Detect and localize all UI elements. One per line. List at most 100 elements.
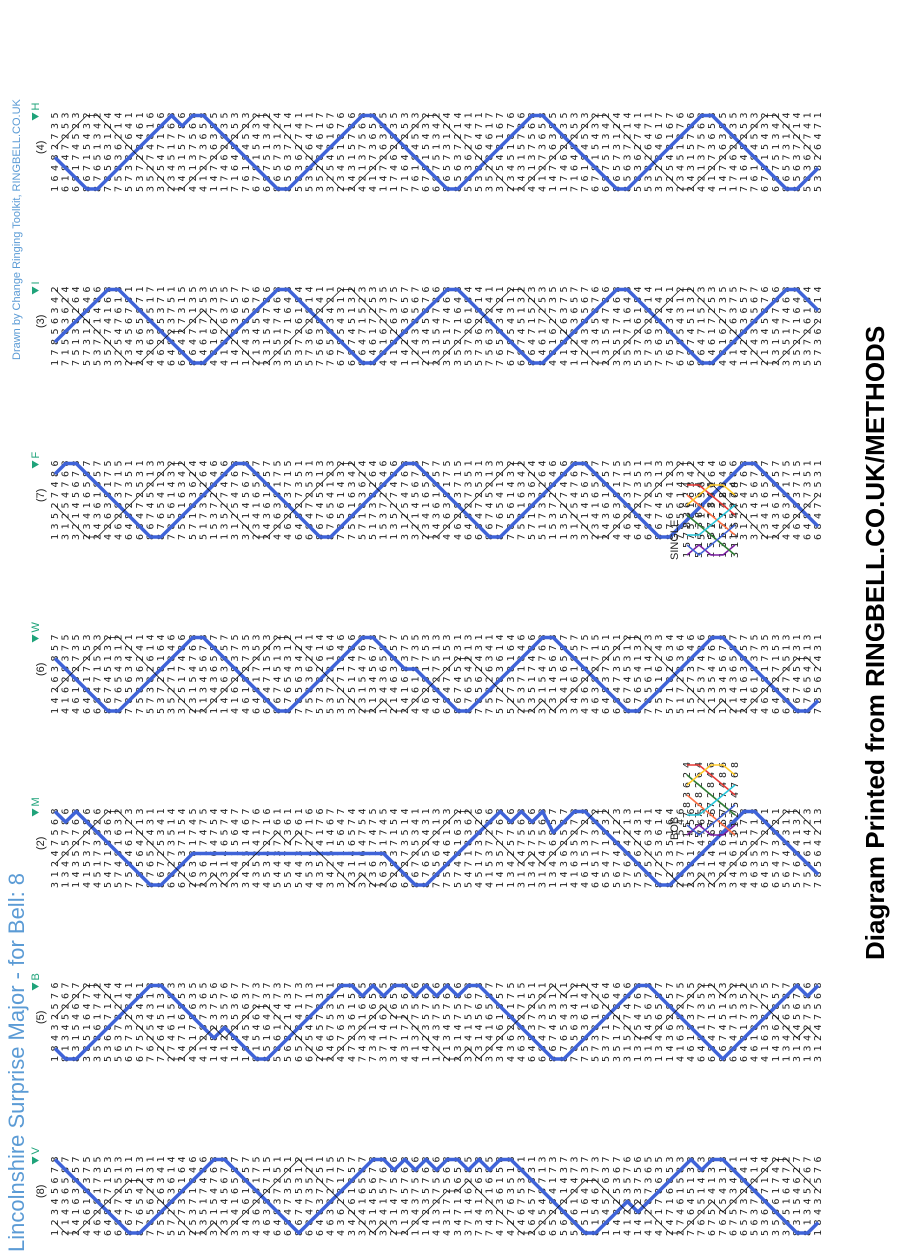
change-digit: 1: [251, 676, 262, 682]
change-digit: 4: [569, 882, 580, 888]
change-digit: 1: [230, 697, 241, 703]
change-digit: 4: [251, 513, 262, 519]
change-digit: 4: [728, 481, 739, 487]
change-digit: 4: [400, 349, 411, 355]
change-digit: 3: [792, 360, 803, 366]
change-digit: 3: [485, 460, 496, 466]
change-digit: 1: [474, 460, 485, 466]
change-digit: 5: [315, 1024, 326, 1030]
change-digit: 7: [368, 154, 379, 160]
change-digit: 1: [92, 1014, 103, 1020]
change-digit: 1: [167, 819, 178, 825]
change-digit: 4: [368, 186, 379, 192]
change-digit: 4: [728, 360, 739, 366]
change-digit: 7: [538, 1177, 549, 1183]
change-digit: 4: [209, 1045, 220, 1051]
change-digit: 5: [644, 186, 655, 192]
change-digit: 4: [432, 1035, 443, 1041]
change-digit: 3: [760, 1024, 771, 1030]
change-digit: 1: [368, 328, 379, 334]
change-digit: 7: [251, 175, 262, 181]
change-digit: 7: [368, 645, 379, 651]
change-digit: 6: [304, 144, 315, 150]
change-digit: 3: [103, 360, 114, 366]
change-digit: 4: [410, 1056, 421, 1062]
change-digit: 5: [654, 697, 665, 703]
change-digit: 7: [421, 297, 432, 303]
change-digit: 6: [633, 154, 644, 160]
change-digit: 5: [527, 534, 538, 540]
change-digit: 7: [379, 307, 390, 313]
change-digit: 4: [760, 513, 771, 519]
change-digit: 6: [781, 297, 792, 303]
change-digit: 1: [750, 513, 761, 519]
change-digit: 3: [145, 687, 156, 693]
change-digit: 6: [421, 286, 432, 292]
change-digit: 1: [241, 840, 252, 846]
change-digit: 1: [569, 993, 580, 999]
change-digit: 5: [527, 307, 538, 313]
change-digit: 1: [50, 871, 61, 877]
change-digit: 6: [198, 655, 209, 661]
change-digit: 5: [251, 645, 262, 651]
change-digit: 1: [135, 634, 146, 640]
change-digit: 5: [622, 349, 633, 355]
change-digit: 6: [527, 481, 538, 487]
change-digit: 1: [230, 523, 241, 529]
change-digit: 3: [686, 297, 697, 303]
lead-end-marker-label: B: [30, 973, 42, 980]
change-digit: 4: [675, 318, 686, 324]
change-digit: 4: [188, 1167, 199, 1173]
change-digit: 3: [135, 1014, 146, 1020]
change-digit: 7: [389, 492, 400, 498]
change-digit: 4: [453, 1219, 464, 1225]
change-digit: 5: [220, 645, 231, 651]
change-digit: 1: [61, 1219, 72, 1225]
change-digit: 7: [697, 328, 708, 334]
change-digit: 1: [506, 655, 517, 661]
change-digit: 1: [273, 655, 284, 661]
change-digit: 5: [251, 1035, 262, 1041]
change-digit: 6: [665, 1188, 676, 1194]
change-digit: 1: [442, 1045, 453, 1051]
change-digit: 4: [400, 1198, 411, 1204]
change-digit: 7: [760, 297, 771, 303]
change-digit: 7: [379, 829, 390, 835]
change-digit: 5: [241, 307, 252, 313]
change-digit: 7: [697, 144, 708, 150]
change-digit: 6: [145, 112, 156, 118]
change-digit: 3: [665, 318, 676, 324]
change-digit: 5: [92, 1045, 103, 1051]
change-digit: 5: [739, 123, 750, 129]
change-digit: 3: [495, 666, 506, 672]
change-digit: 7: [400, 186, 411, 192]
change-digit: 4: [220, 697, 231, 703]
change-digit: 1: [357, 1198, 368, 1204]
change-digit: 6: [273, 819, 284, 825]
change-digit: 1: [262, 144, 273, 150]
change-digit: 3: [315, 1198, 326, 1204]
change-digit: 1: [198, 523, 209, 529]
change-digit: 3: [633, 481, 644, 487]
change-digit: 3: [559, 1003, 570, 1009]
change-digit: 5: [198, 534, 209, 540]
change-digit: 3: [622, 655, 633, 661]
change-digit: 6: [262, 1024, 273, 1030]
change-digit: 7: [114, 1198, 125, 1204]
change-digit: 7: [728, 175, 739, 181]
change-digit: 3: [421, 634, 432, 640]
change-digit: 7: [135, 882, 146, 888]
change-digit: 1: [813, 634, 824, 640]
change-digit: 4: [538, 1035, 549, 1041]
change-digit: 5: [283, 1177, 294, 1183]
change-digit: 3: [273, 502, 284, 508]
change-digit: 6: [485, 1014, 496, 1020]
change-digit: 6: [771, 186, 782, 192]
change-digit: 7: [686, 1003, 697, 1009]
change-digit: 5: [495, 339, 506, 345]
change-digit: 3: [601, 676, 612, 682]
change-digit: 4: [114, 328, 125, 334]
change-digit: 7: [294, 492, 305, 498]
change-digit: 3: [230, 534, 241, 540]
change-digit: 1: [697, 708, 708, 714]
